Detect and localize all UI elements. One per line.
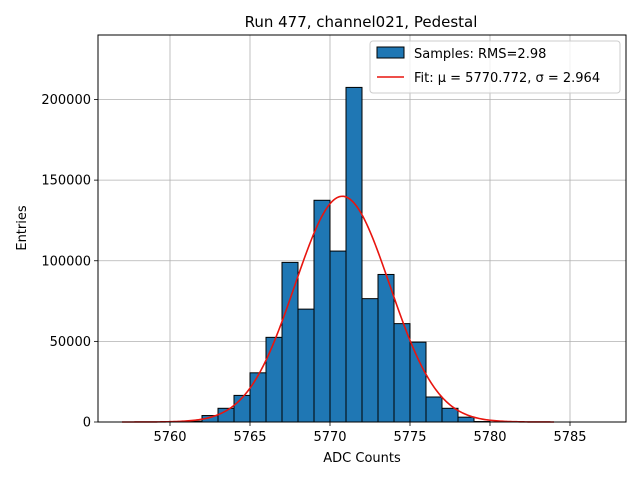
x-axis-label: ADC Counts: [323, 451, 401, 466]
histogram-bar: [457, 416, 475, 423]
y-axis-label: Entries: [15, 205, 30, 251]
fit-curve: [121, 195, 554, 423]
histogram-bar: [249, 372, 267, 423]
y-tick-label: 0: [83, 416, 91, 431]
x-tick-label: 5770: [313, 430, 346, 445]
x-tick-label: 5785: [553, 430, 586, 445]
histogram-bar: [393, 323, 411, 423]
histogram-bar: [345, 86, 363, 423]
histogram-bar: [441, 407, 459, 423]
y-tick-label: 100000: [41, 254, 91, 269]
chart-title: Run 477, channel021, Pedestal: [245, 13, 478, 31]
x-tick-label: 5775: [393, 430, 426, 445]
legend-samples-label: Samples: RMS=2.98: [414, 47, 546, 62]
y-tick-label: 50000: [50, 335, 91, 350]
histogram-bar: [281, 261, 299, 423]
histogram-bar: [313, 199, 331, 423]
y-tick-label: 200000: [41, 93, 91, 108]
x-axis-ticks: 5760 5765 5770 5775 5780 5785: [153, 422, 587, 445]
histogram-bar: [329, 250, 347, 423]
plot-frame: [97, 34, 627, 423]
y-tick-label: 150000: [41, 174, 91, 189]
x-tick-label: 5780: [473, 430, 506, 445]
histogram-bar: [361, 298, 379, 423]
legend-samples-swatch: [376, 46, 405, 59]
histogram-bar: [265, 336, 283, 423]
legend: Samples: RMS=2.98 Fit: μ = 5770.772, σ =…: [369, 40, 621, 94]
histogram-bar: [409, 341, 427, 423]
histogram-bar: [233, 394, 251, 423]
y-axis-ticks: 0 50000 100000 150000 200000: [41, 93, 98, 431]
legend-fit-label: Fit: μ = 5770.772, σ = 2.964: [414, 71, 600, 86]
histogram-bar: [297, 308, 315, 423]
legend-box: [369, 40, 621, 94]
histogram-bar: [425, 396, 443, 423]
histogram-bars: [185, 86, 491, 423]
histogram-bar: [377, 273, 395, 423]
x-tick-label: 5760: [153, 430, 186, 445]
x-tick-label: 5765: [233, 430, 266, 445]
